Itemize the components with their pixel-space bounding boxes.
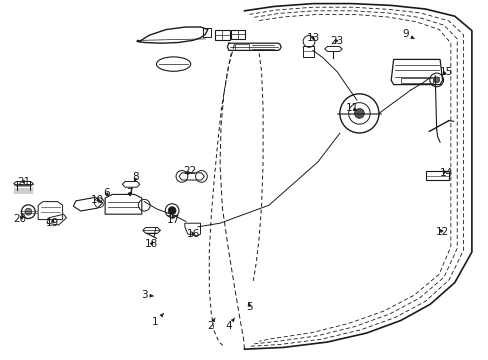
Text: 4: 4: [225, 318, 234, 331]
Text: 10: 10: [91, 195, 104, 205]
Text: 9: 9: [402, 29, 414, 39]
Text: 5: 5: [245, 302, 252, 312]
Text: 2: 2: [206, 318, 215, 331]
Text: 7: 7: [126, 188, 133, 198]
Text: 21: 21: [17, 177, 30, 187]
Circle shape: [168, 207, 176, 215]
Text: 15: 15: [438, 67, 452, 77]
Text: 23: 23: [329, 36, 343, 46]
Text: 19: 19: [46, 218, 60, 228]
Text: 11: 11: [345, 103, 358, 113]
Text: 14: 14: [438, 168, 452, 178]
Text: 13: 13: [305, 33, 319, 43]
Text: 3: 3: [141, 290, 153, 300]
Text: 22: 22: [183, 166, 196, 176]
Circle shape: [25, 208, 32, 215]
Text: 17: 17: [166, 215, 180, 225]
Text: 6: 6: [103, 188, 110, 198]
Text: 16: 16: [186, 229, 200, 239]
Text: 18: 18: [144, 239, 158, 249]
Circle shape: [354, 108, 364, 118]
Text: 1: 1: [152, 314, 163, 327]
Text: 8: 8: [132, 172, 139, 183]
Text: 12: 12: [435, 227, 448, 237]
Text: 20: 20: [13, 214, 26, 224]
Circle shape: [433, 77, 439, 83]
